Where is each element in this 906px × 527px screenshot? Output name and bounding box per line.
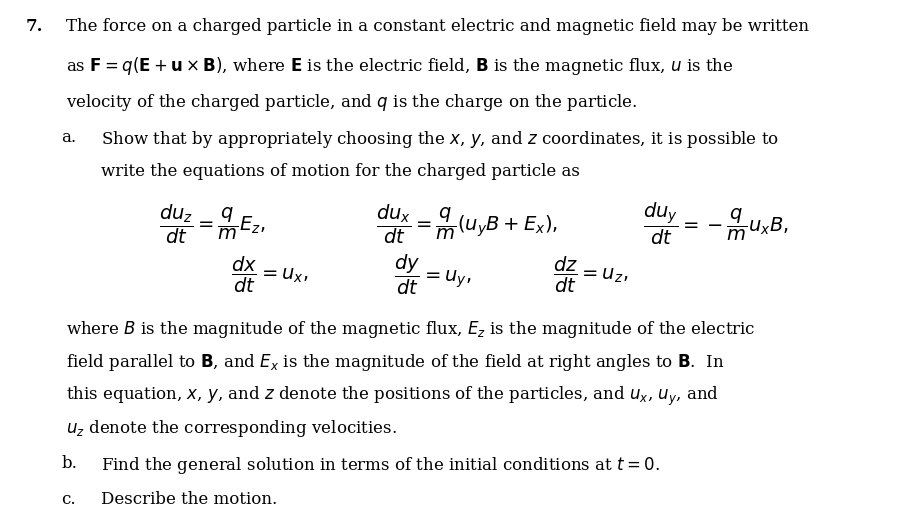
Text: $\dfrac{du_z}{dt} = \dfrac{q}{m}E_z,$: $\dfrac{du_z}{dt} = \dfrac{q}{m}E_z,$ xyxy=(159,202,265,246)
Text: b.: b. xyxy=(62,455,78,472)
Text: $u_z$ denote the corresponding velocities.: $u_z$ denote the corresponding velocitie… xyxy=(66,418,397,440)
Text: Describe the motion.: Describe the motion. xyxy=(101,491,278,508)
Text: The force on a charged particle in a constant electric and magnetic field may be: The force on a charged particle in a con… xyxy=(66,18,809,35)
Text: $\dfrac{dx}{dt} = u_x,$: $\dfrac{dx}{dt} = u_x,$ xyxy=(231,255,309,295)
Text: $\dfrac{dz}{dt} = u_z,$: $\dfrac{dz}{dt} = u_z,$ xyxy=(553,255,628,295)
Text: $\dfrac{du_x}{dt} = \dfrac{q}{m}(u_y B + E_x),$: $\dfrac{du_x}{dt} = \dfrac{q}{m}(u_y B +… xyxy=(376,202,558,246)
Text: as $\mathbf{F} = q(\mathbf{E} + \mathbf{u} \times \mathbf{B})$, where $\mathbf{E: as $\mathbf{F} = q(\mathbf{E} + \mathbf{… xyxy=(66,55,734,77)
Text: field parallel to $\mathbf{B}$, and $E_x$ is the magnitude of the field at right: field parallel to $\mathbf{B}$, and $E_x… xyxy=(66,352,725,373)
Text: Show that by appropriately choosing the $x$, $y$, and $z$ coordinates, it is pos: Show that by appropriately choosing the … xyxy=(101,129,779,150)
Text: write the equations of motion for the charged particle as: write the equations of motion for the ch… xyxy=(101,163,581,180)
Text: $\dfrac{dy}{dt} = u_y,$: $\dfrac{dy}{dt} = u_y,$ xyxy=(394,253,472,297)
Text: velocity of the charged particle, and $q$ is the charge on the particle.: velocity of the charged particle, and $q… xyxy=(66,92,638,113)
Text: Find the general solution in terms of the initial conditions at $t = 0$.: Find the general solution in terms of th… xyxy=(101,455,660,476)
Text: this equation, $x$, $y$, and $z$ denote the positions of the particles, and $u_x: this equation, $x$, $y$, and $z$ denote … xyxy=(66,385,719,408)
Text: where $B$ is the magnitude of the magnetic flux, $E_z$ is the magnitude of the e: where $B$ is the magnitude of the magnet… xyxy=(66,319,756,340)
Text: a.: a. xyxy=(62,129,77,146)
Text: 7.: 7. xyxy=(25,18,43,35)
Text: c.: c. xyxy=(62,491,76,508)
Text: $\dfrac{du_y}{dt} = -\dfrac{q}{m}u_x B,$: $\dfrac{du_y}{dt} = -\dfrac{q}{m}u_x B,$ xyxy=(643,201,789,247)
